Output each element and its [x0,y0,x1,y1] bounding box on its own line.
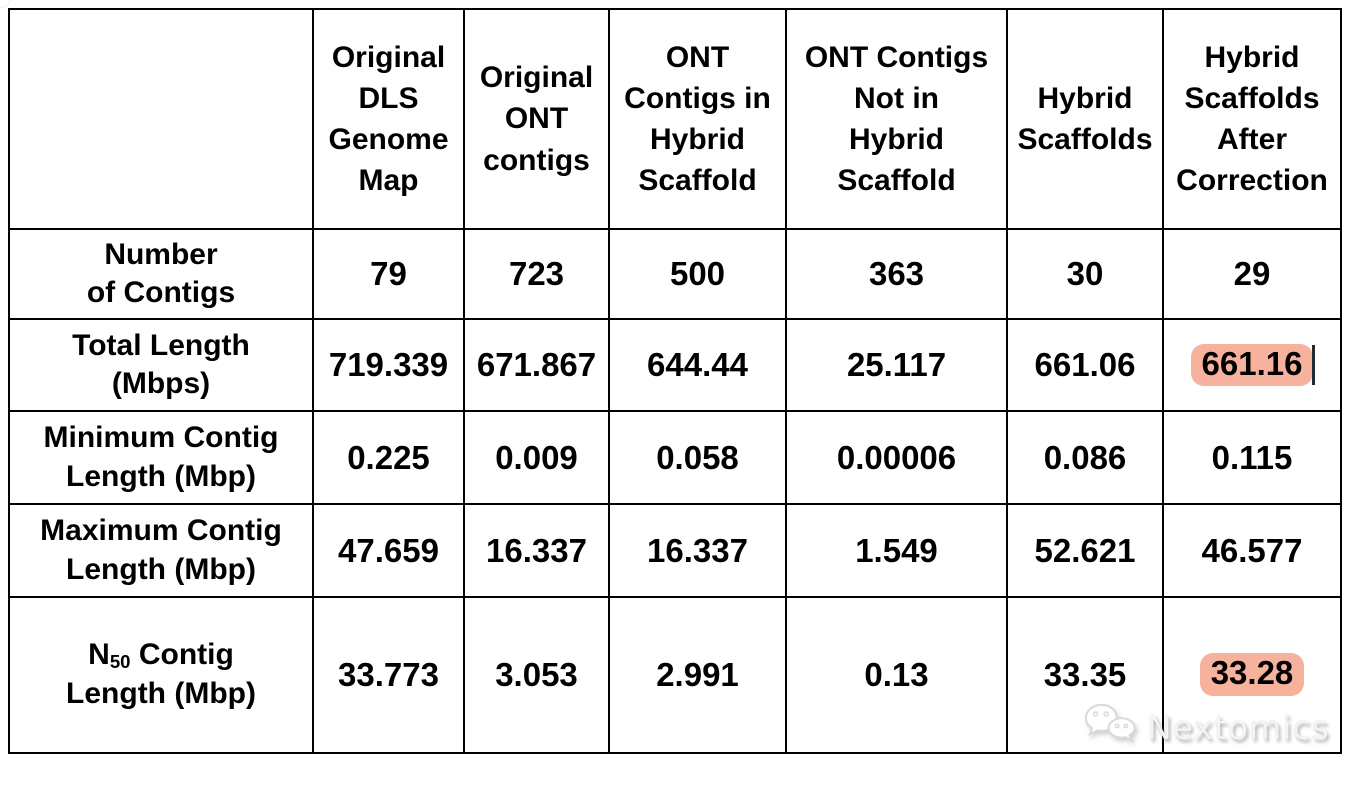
col-header-ont-contigs-in-hybrid-scaffold: ONT Contigs in Hybrid Scaffold [608,8,787,230]
table-header-row: Original DLS Genome Map Original ONT con… [8,8,1342,230]
wechat-logo-icon [1084,703,1136,743]
col-header-hybrid-scaffolds-after-correction: Hybrid Scaffolds After Correction [1162,8,1342,230]
col-header-original-dls-genome-map: Original DLS Genome Map [312,8,465,230]
cell-min-ont: 0.009 [463,410,610,505]
cell-number-ont: 723 [463,228,610,320]
highlighted-value-text: 661.16 [1201,344,1303,382]
cell-max-corrected: 46.577 [1162,503,1342,598]
cell-number-not-in-hybrid: 363 [785,228,1008,320]
cell-n50-ont: 3.053 [463,596,610,754]
cell-min-dls: 0.225 [312,410,465,505]
cell-min-not-in-hybrid: 0.00006 [785,410,1008,505]
cell-n50-dls: 33.773 [312,596,465,754]
table-row-maximum-contig-length: Maximum Contig Length (Mbp) 47.659 16.33… [8,503,1342,598]
cell-n50-hybrid: 33.35 [1006,596,1164,754]
highlighted-value[interactable]: 33.28 [1199,653,1305,697]
row-label-total-length: Total Length (Mbps) [8,318,314,412]
row-label-minimum-contig-length: Minimum Contig Length (Mbp) [8,410,314,505]
cell-total-not-in-hybrid: 25.117 [785,318,1008,412]
table-row-minimum-contig-length: Minimum Contig Length (Mbp) 0.225 0.009 … [8,410,1342,505]
cell-number-corrected: 29 [1162,228,1342,320]
col-header-original-ont-contigs: Original ONT contigs [463,8,610,230]
cell-min-corrected: 0.115 [1162,410,1342,505]
cell-total-hybrid: 661.06 [1006,318,1164,412]
cell-total-corrected: 661.16 [1162,318,1342,412]
cell-number-hybrid: 30 [1006,228,1164,320]
cell-total-dls: 719.339 [312,318,465,412]
highlighted-value[interactable]: 661.16 [1190,343,1316,387]
cell-total-in-hybrid: 644.44 [608,318,787,412]
cell-n50-not-in-hybrid: 0.13 [785,596,1008,754]
cell-n50-in-hybrid: 2.991 [608,596,787,754]
col-header-ont-contigs-not-in-hybrid-scaffold: ONT Contigs Not in Hybrid Scaffold [785,8,1008,230]
cell-max-dls: 47.659 [312,503,465,598]
assembly-stats-table: Original DLS Genome Map Original ONT con… [8,8,1342,754]
text-cursor [1312,344,1316,386]
n50-label-line1: N50 Contig [88,638,234,673]
col-header-hybrid-scaffolds: Hybrid Scaffolds [1006,8,1164,230]
cell-max-hybrid: 52.621 [1006,503,1164,598]
watermark: Nextomics [1082,701,1330,753]
cell-number-in-hybrid: 500 [608,228,787,320]
table-row-number-of-contigs: Number of Contigs 79 723 500 363 30 29 [8,228,1342,320]
cell-min-in-hybrid: 0.058 [608,410,787,505]
row-label-n50-contig-length: N50 Contig Length (Mbp) [8,596,314,754]
cell-number-dls: 79 [312,228,465,320]
row-label-maximum-contig-length: Maximum Contig Length (Mbp) [8,503,314,598]
table-corner-cell [8,8,314,230]
n50-subscript: 50 [109,651,131,673]
cell-min-hybrid: 0.086 [1006,410,1164,505]
watermark-corner-fragment [0,0,26,28]
cell-n50-corrected: 33.28 [1162,596,1342,754]
n50-label-line2: Length (Mbp) [66,676,256,710]
watermark-brand-text: Nextomics [1147,707,1330,747]
row-label-number-of-contigs: Number of Contigs [8,228,314,320]
table-row-n50-contig-length: N50 Contig Length (Mbp) 33.773 3.053 2.9… [8,596,1342,754]
cell-max-not-in-hybrid: 1.549 [785,503,1008,598]
cell-max-ont: 16.337 [463,503,610,598]
wechat-logo-icon [0,0,12,9]
cell-total-ont: 671.867 [463,318,610,412]
cell-max-in-hybrid: 16.337 [608,503,787,598]
table-row-total-length: Total Length (Mbps) 719.339 671.867 644.… [8,318,1342,412]
